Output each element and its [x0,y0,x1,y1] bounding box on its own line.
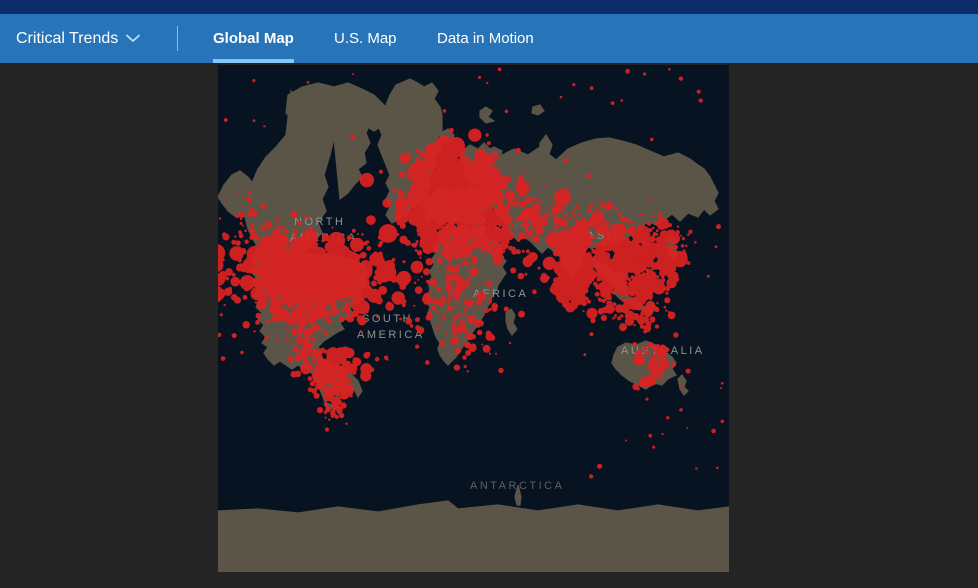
svg-text:NORTH: NORTH [294,216,345,228]
svg-text:SOUTH: SOUTH [362,313,413,325]
svg-text:AMERICA: AMERICA [357,329,425,341]
svg-text:ANTARCTICA: ANTARCTICA [470,480,564,492]
